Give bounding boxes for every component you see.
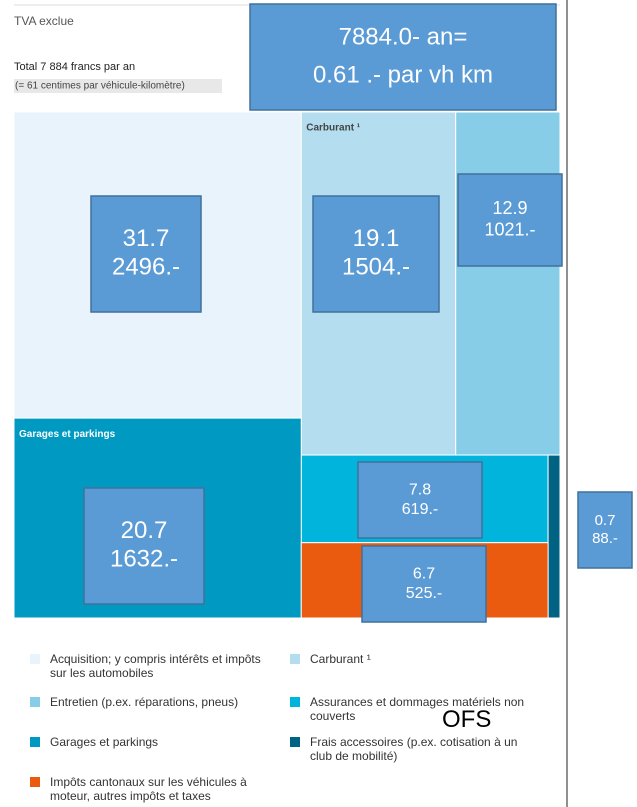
source: OFS [442, 706, 492, 733]
callout-amount: 2496.- [112, 254, 180, 281]
legend-item: Assurances et dommages matériels non cou… [290, 695, 540, 723]
subtitle: Total 7 884 francs par an [14, 61, 135, 73]
callout-box [357, 461, 483, 539]
legend-label: Entretien (p.ex. réparations, pneus) [50, 695, 239, 709]
callout-box [83, 487, 205, 605]
tile-label: Carburant ¹ [306, 123, 361, 134]
callout-amount: 1021.- [484, 220, 535, 240]
legend-label: Frais accessoires (p.ex. cotisation à un… [310, 735, 518, 763]
legend-swatch [30, 697, 40, 707]
callout-box [361, 545, 487, 623]
caption: (= 61 centimes par véhicule-kilomètre) [15, 81, 185, 92]
legend-label: Assurances et dommages matériels non cou… [310, 695, 525, 723]
tile [547, 454, 561, 619]
legend-item: Impôts cantonaux sur les véhicules à mot… [30, 775, 265, 803]
legend-item: Entretien (p.ex. réparations, pneus) [30, 695, 265, 709]
legend-label: Garages et parkings [50, 735, 159, 749]
tile-label: Garages et parkings [19, 429, 116, 440]
callout-box [312, 195, 440, 313]
callout-amount: 1504.- [342, 254, 410, 281]
tile [455, 111, 561, 456]
callout-percent: 19.1 [353, 225, 400, 252]
legend-label: Carburant ¹ [310, 652, 371, 666]
callout-amount: 1632.- [110, 546, 178, 573]
legend-swatch [30, 777, 40, 787]
callout-amount: 88.- [592, 530, 618, 547]
note: TVA exclue [14, 14, 74, 28]
legend-item: Frais accessoires (p.ex. cotisation à un… [290, 735, 540, 763]
legend-item: Garages et parkings [30, 735, 265, 749]
legend-swatch [290, 654, 300, 664]
callout-box [457, 173, 563, 267]
caption-bg [14, 79, 222, 93]
legend-swatch [30, 654, 40, 664]
legend-swatch [30, 737, 40, 747]
callout-percent: 12.9 [492, 198, 527, 218]
callout-percent: 20.7 [121, 517, 168, 544]
legend-swatch [290, 697, 300, 707]
legend-item: Acquisition; y compris intérêts et impôt… [30, 652, 265, 680]
legend-item: Carburant ¹ [290, 652, 540, 666]
annotation-line: 7884.0- an= [339, 23, 468, 50]
legend-swatch [290, 737, 300, 747]
callout-percent: 6.7 [413, 566, 435, 583]
legend-label: Acquisition; y compris intérêts et impôt… [50, 652, 261, 680]
annotation-line: 0.61 .- par vh km [313, 61, 493, 88]
callout-amount: 619.- [402, 501, 438, 518]
annotation-box [249, 3, 557, 111]
callout-box [577, 491, 633, 569]
callout-percent: 7.8 [409, 482, 431, 499]
callout-box [90, 195, 202, 313]
callout-percent: 31.7 [123, 225, 170, 252]
legend-label: Impôts cantonaux sur les véhicules à mot… [50, 775, 247, 803]
callout-amount: 525.- [406, 585, 442, 602]
callout-percent: 0.7 [595, 512, 616, 529]
